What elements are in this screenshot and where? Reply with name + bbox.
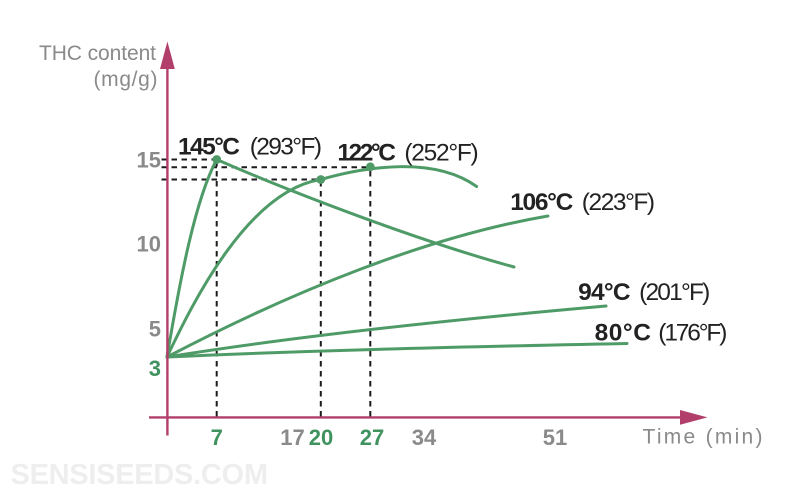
svg-text:7: 7 bbox=[211, 425, 223, 450]
svg-text:SENSISEEDS.COM: SENSISEEDS.COM bbox=[11, 459, 269, 491]
svg-text:(mg/g): (mg/g) bbox=[94, 68, 158, 91]
svg-text:80°C(176°F): 80°C (176°F) bbox=[595, 320, 728, 347]
svg-text:20: 20 bbox=[309, 425, 333, 450]
svg-text:THC content: THC content bbox=[39, 42, 156, 65]
svg-text:34: 34 bbox=[412, 425, 437, 450]
svg-text:17: 17 bbox=[280, 425, 304, 450]
svg-text:27: 27 bbox=[360, 425, 384, 450]
svg-text:Time (min): Time (min) bbox=[643, 426, 763, 449]
svg-text:15: 15 bbox=[137, 148, 161, 173]
svg-text:3: 3 bbox=[149, 356, 161, 381]
svg-text:5: 5 bbox=[149, 317, 161, 342]
svg-text:51: 51 bbox=[543, 425, 567, 450]
svg-text:94°C(201°F): 94°C (201°F) bbox=[578, 279, 710, 306]
svg-text:106°C(223°F): 106°C (223°F) bbox=[510, 189, 655, 216]
svg-text:145°C(293°F): 145°C (293°F) bbox=[178, 133, 322, 160]
svg-text:10: 10 bbox=[137, 232, 161, 257]
svg-text:122°C(252°F): 122°C (252°F) bbox=[337, 140, 478, 167]
